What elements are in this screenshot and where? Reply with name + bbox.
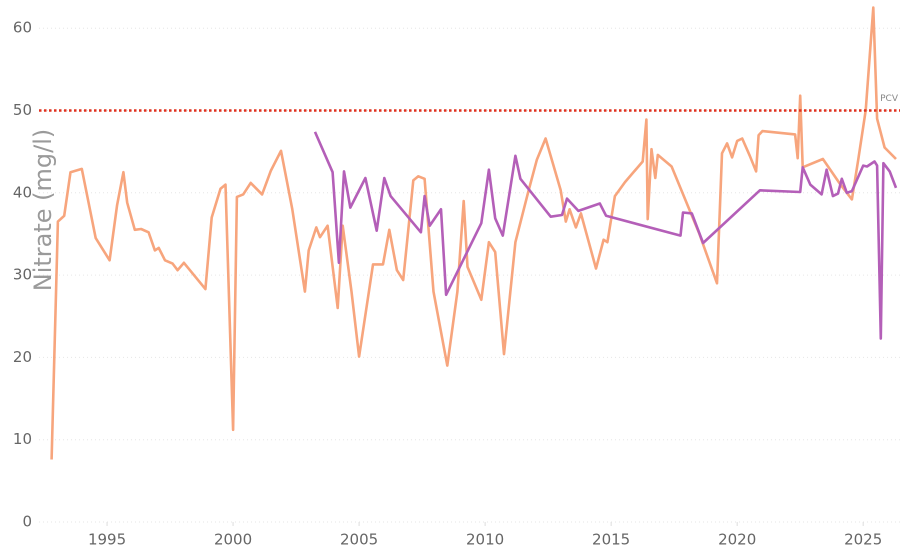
y-tick-label: 0 [22, 513, 32, 531]
line-series [313, 131, 898, 340]
x-tick-label: 2010 [466, 531, 504, 549]
y-tick-label: 50 [13, 101, 32, 119]
x-tick-label: 2005 [340, 531, 378, 549]
x-tick-label: 2020 [718, 531, 756, 549]
y-tick-label: 30 [13, 266, 32, 284]
line-series [50, 6, 897, 460]
y-tick-label: 60 [13, 19, 32, 37]
y-tick-label: 10 [13, 430, 32, 448]
x-tick-label: 2015 [592, 531, 630, 549]
y-tick-label: 40 [13, 183, 32, 201]
x-tick-label: 1995 [88, 531, 126, 549]
x-tick-label: 2000 [214, 531, 252, 549]
y-tick-label: 20 [13, 348, 32, 366]
x-tick-label: 2025 [844, 531, 882, 549]
reference-label: PCV [880, 94, 899, 104]
y-axis-label: Nitrate (mg/l) [29, 129, 57, 292]
